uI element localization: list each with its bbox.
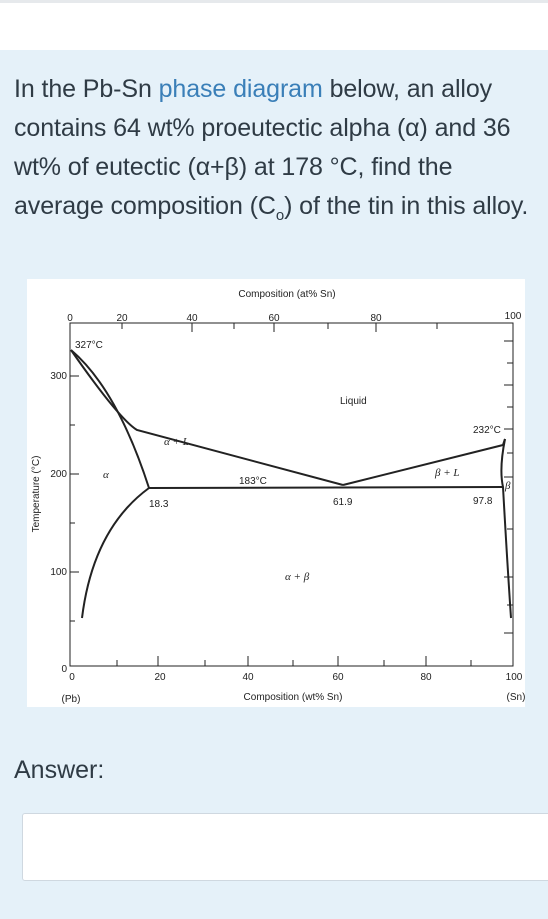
top-tick-40: 40	[186, 313, 198, 324]
label-18-3: 18.3	[149, 499, 169, 510]
label-alpha-l: α + L	[164, 436, 189, 448]
phase-diagram-figure: Composition (at% Sn) 0 20 40 60 80 100 3…	[27, 279, 525, 707]
bottom-tick-0: 0	[69, 672, 75, 683]
top-divider	[0, 0, 548, 3]
answer-input[interactable]	[22, 813, 548, 881]
top-tick-60: 60	[268, 313, 280, 324]
phase-boundaries	[70, 349, 512, 619]
label-alpha-beta: α + β	[285, 571, 310, 583]
question-text-middle: below, an alloy contains 64 wt% proeutec…	[14, 75, 511, 220]
left-axis-title: Temperature (°C)	[31, 456, 42, 533]
label-pb-melt: 327°C	[75, 340, 103, 351]
bottom-tick-80: 80	[420, 672, 432, 683]
question-text-end: ) of the tin in this alloy.	[284, 192, 529, 220]
top-tick-100: 100	[505, 311, 522, 322]
label-liquid: Liquid	[340, 396, 367, 407]
phase-diagram-svg: Composition (at% Sn) 0 20 40 60 80 100 3…	[31, 289, 525, 705]
question-text-start: In the Pb-Sn	[14, 75, 159, 103]
bottom-tick-20: 20	[154, 672, 166, 683]
top-axis-ticks	[121, 323, 438, 332]
top-tick-0: 0	[67, 313, 73, 324]
question-text: In the Pb-Sn phase diagram below, an all…	[14, 70, 539, 235]
top-tick-80: 80	[370, 313, 382, 324]
label-alpha: α	[103, 469, 109, 481]
bottom-tick-40: 40	[242, 672, 254, 683]
label-beta: β	[504, 480, 511, 492]
plot-frame	[69, 322, 514, 667]
top-axis-title: Composition (at% Sn)	[238, 289, 335, 300]
top-tick-20: 20	[116, 313, 128, 324]
liquidus-right	[342, 438, 506, 486]
solidus-alpha	[70, 349, 150, 489]
subscript-o: o	[275, 207, 285, 224]
left-axis-ticks	[70, 375, 79, 622]
left-tick-300: 300	[50, 371, 67, 382]
label-eutectic-temp: 183°C	[239, 476, 267, 487]
left-tick-0: 0	[61, 664, 67, 675]
eutectic-line	[148, 486, 504, 489]
end-label-sn: (Sn)	[507, 692, 525, 703]
label-sn-melt: 232°C	[473, 425, 501, 436]
solvus-alpha	[81, 487, 150, 619]
bottom-axis-title: Composition (wt% Sn)	[244, 692, 343, 703]
left-tick-100: 100	[50, 567, 67, 578]
bottom-tick-100: 100	[506, 672, 523, 683]
solvus-beta	[500, 438, 512, 619]
phase-diagram-link[interactable]: phase diagram	[158, 75, 323, 103]
answer-label: Answer:	[14, 756, 105, 784]
left-tick-200: 200	[50, 469, 67, 480]
label-61-9: 61.9	[333, 497, 353, 508]
bottom-axis-ticks	[116, 656, 472, 666]
label-97-8: 97.8	[473, 496, 493, 507]
end-label-pb: (Pb)	[62, 694, 81, 705]
liquidus-left	[70, 349, 344, 486]
label-beta-l: β + L	[434, 467, 460, 479]
bottom-tick-60: 60	[332, 672, 344, 683]
